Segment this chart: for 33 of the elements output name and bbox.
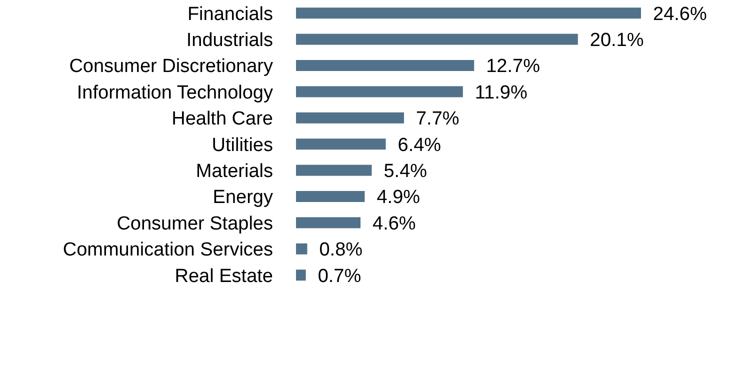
data-label: 24.6% [653,4,707,25]
y-tick-label: Financials [187,4,273,25]
data-label: 11.9% [474,82,528,104]
y-tick-label: Energy [212,187,274,208]
bar [296,8,641,19]
data-label: 6.4% [398,134,442,156]
bar [296,112,404,124]
bar [296,191,365,202]
bar [296,217,361,228]
y-tick-label: Communication Services [62,240,273,261]
data-label: 5.4% [384,160,428,182]
y-tick-label: Utilities [212,134,273,156]
bar [296,138,386,150]
bar [296,86,463,98]
bar [296,164,372,176]
data-label: 7.7% [416,108,460,130]
y-tick-label: Health Care [172,108,273,130]
bar [296,270,306,281]
y-tick-label: Industrials [186,30,273,51]
bar [296,34,578,45]
data-label: 20.1% [590,30,644,51]
y-tick-label: Consumer Discretionary [69,56,274,78]
y-tick-label: Real Estate [174,266,273,287]
bar [296,60,474,71]
data-label: 4.9% [376,187,420,208]
data-label: 12.7% [486,56,540,78]
y-tick-label: Materials [196,160,273,182]
bar [296,243,308,254]
data-label: 4.6% [372,213,416,234]
data-label: 0.7% [318,266,362,287]
y-tick-label: Consumer Staples [116,213,273,234]
data-label: 0.8% [319,240,363,261]
y-tick-label: Information Technology [76,82,274,104]
